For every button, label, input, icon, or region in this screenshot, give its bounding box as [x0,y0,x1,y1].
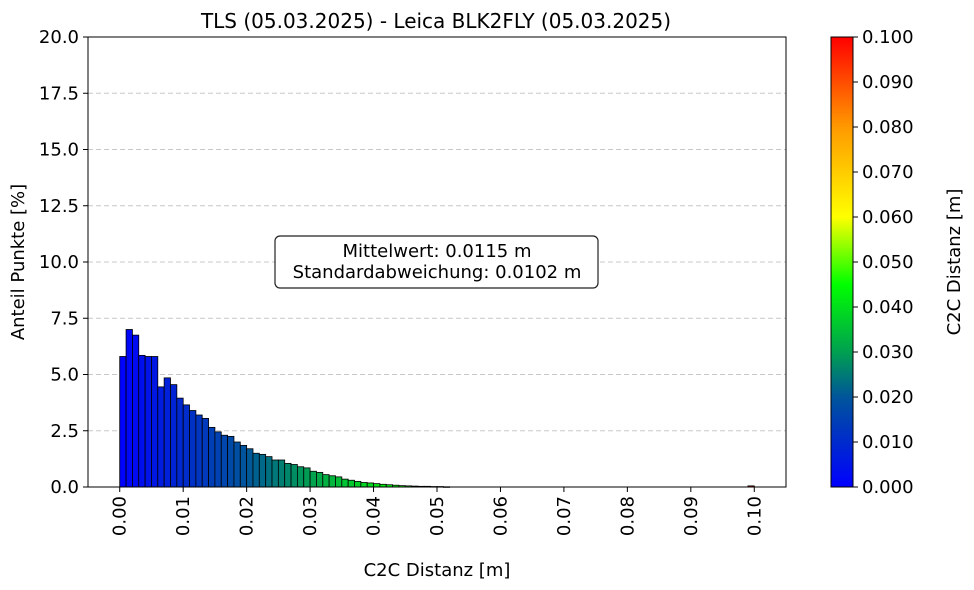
colorbar-tick-label: 0.030 [862,342,914,363]
colorbar-gradient [830,36,854,488]
histogram-bar [195,414,203,488]
histogram-bar [208,426,216,488]
stats-annotation: Mittelwert: 0.0115 m Standardabweichung:… [274,235,599,289]
histogram-bar [322,474,330,488]
y-tick-label: 5.0 [50,365,79,386]
y-axis-ticks: 0.0 2.5 5.0 7.5 10.0 12.5 15.0 17.5 20.0 [39,27,88,498]
y-axis-label: Anteil Punkte [%] [8,184,29,340]
histogram-bar [258,453,267,488]
x-tick-label: 0.00 [110,496,131,536]
histogram-bar [246,448,254,488]
histogram-bars [119,329,755,488]
histogram-bar [239,444,248,488]
mean-text: Mittelwert: 0.0115 m [343,241,532,262]
annotation-box [274,235,599,289]
histogram-bar [132,334,140,488]
histogram-bar [170,384,178,488]
histogram-bar [151,356,159,488]
histogram-bar [341,478,349,488]
x-tick-label: 0.09 [681,496,702,536]
histogram-bar [176,397,184,488]
x-tick-label: 0.06 [490,496,511,536]
histogram-bar [303,467,311,488]
colorbar-tick-label: 0.090 [862,72,914,93]
histogram-bar [277,459,286,488]
colorbar-ticks: 0.000 0.010 0.020 0.030 0.040 0.050 0.060 0.070… [853,27,914,498]
y-tick-label: 7.5 [50,308,79,329]
histogram-bar [252,452,260,488]
histogram-bar [296,466,305,488]
histogram-bar [284,462,292,488]
y-tick-label: 17.5 [39,83,79,104]
histogram-bar [373,483,381,488]
x-tick-label: 0.08 [617,496,638,536]
colorbar-tick-label: 0.060 [862,207,914,228]
histogram-bar [347,479,355,488]
colorbar-tick-label: 0.010 [862,432,914,453]
x-tick-label: 0.04 [364,496,385,536]
histogram-bar [328,475,336,488]
histogram-bar [144,356,152,488]
histogram-bar [182,404,190,488]
y-tick-label: 2.5 [50,421,79,442]
histogram-bar [290,464,298,488]
x-tick-label: 0.03 [300,496,321,536]
y-tick-label: 0.0 [50,477,79,498]
histogram-bar [138,354,146,488]
colorbar: 0.000 0.010 0.020 0.030 0.040 0.050 0.060 0.070… [830,27,965,498]
x-axis-label: C2C Distanz [m] [364,560,511,581]
histogram-bar [214,431,222,488]
colorbar-tick-label: 0.080 [862,117,914,138]
histogram-bar [227,435,235,488]
x-tick-label: 0.02 [237,496,258,536]
histogram-bar [360,482,368,488]
colorbar-tick-label: 0.100 [862,27,914,48]
histogram-bar [335,476,343,488]
histogram-bar [271,459,279,488]
histogram-bar [354,480,362,488]
histogram-bar [125,329,133,488]
histogram-bar [366,482,374,488]
colorbar-label: C2C Distanz [m] [944,189,965,336]
colorbar-tick-label: 0.050 [862,252,914,273]
histogram-bar [163,377,171,488]
histogram-bar [201,417,209,488]
histogram-bar [309,470,317,488]
colorbar-tick-label: 0.020 [862,387,914,408]
colorbar-tick-label: 0.000 [862,477,914,498]
colorbar-tick-label: 0.040 [862,297,914,318]
y-tick-label: 12.5 [39,196,79,217]
histogram-bar [316,471,324,488]
histogram-bar [220,434,229,488]
std-text: Standardabweichung: 0.0102 m [293,262,582,283]
chart-title: TLS (05.03.2025) - Leica BLK2FLY (05.03.… [200,9,671,33]
x-tick-label: 0.01 [173,496,194,536]
histogram-bar [233,441,241,488]
histogram-bar [157,386,165,488]
x-tick-label: 0.10 [744,496,765,536]
y-tick-label: 20.0 [39,27,79,48]
histogram-bar [119,356,127,488]
y-tick-label: 10.0 [39,252,79,273]
x-axis-ticks: 0.00 0.01 0.02 0.03 0.04 0.05 0.06 0.07 0.08 0.09… [110,487,765,536]
x-tick-label: 0.05 [427,496,448,536]
histogram-bar [265,456,273,488]
colorbar-tick-label: 0.070 [862,162,914,183]
y-tick-label: 15.0 [39,140,79,161]
x-tick-label: 0.07 [554,496,575,536]
histogram-bar [189,410,197,488]
